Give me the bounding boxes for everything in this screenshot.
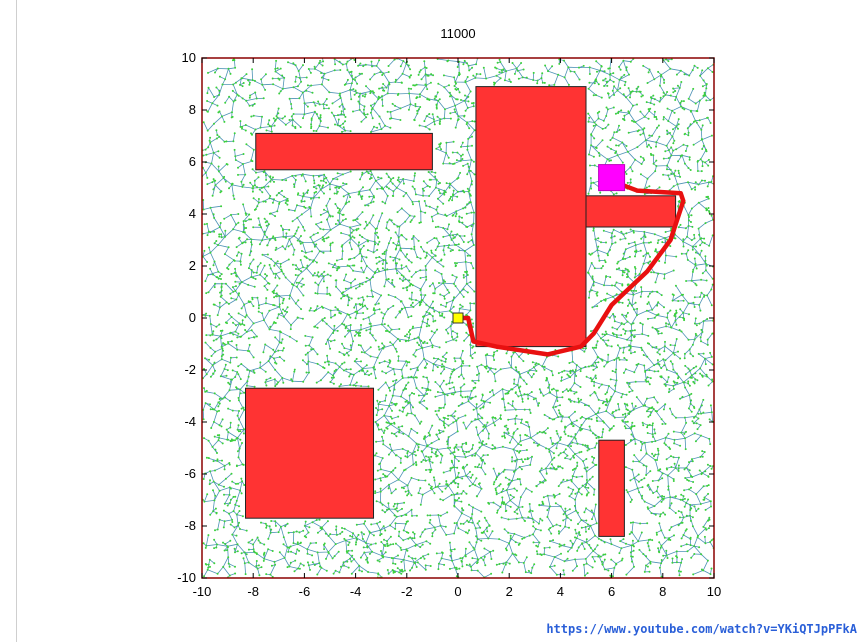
obstacle-4 xyxy=(245,387,375,519)
x-tick-label: -4 xyxy=(350,584,362,599)
solution-path xyxy=(455,180,686,357)
x-tick-label: -6 xyxy=(299,584,311,599)
axis-ticks: -10 -8 -6 -4 -2 0 2 4 6 8 10 -10 -8 -6 -4 -2 0 2 4 6 8 10 xyxy=(177,50,721,599)
y-tick-label: -2 xyxy=(184,362,196,377)
chart-title: 11000 xyxy=(440,26,475,41)
y-tick-label: 2 xyxy=(189,258,196,273)
obstacle-1 xyxy=(255,132,433,171)
y-tick-label: 4 xyxy=(189,206,196,221)
source-url[interactable]: https://www.youtube.com/watch?v=YKiQTJpP… xyxy=(546,622,857,636)
y-tick-label: 6 xyxy=(189,154,196,169)
obstacles xyxy=(245,86,677,537)
y-tick-label: -10 xyxy=(177,570,196,585)
y-tick-label: -4 xyxy=(184,414,196,429)
y-tick-label: 8 xyxy=(189,102,196,117)
x-tick-label: -8 xyxy=(247,584,259,599)
y-tick-label: -8 xyxy=(184,518,196,533)
obstacle-2 xyxy=(475,86,587,348)
x-tick-label: 4 xyxy=(557,584,564,599)
y-tick-label: 0 xyxy=(189,310,196,325)
markers xyxy=(452,164,626,324)
obstacle-3 xyxy=(585,195,677,228)
rrt-plot: 11000 -10 -8 -6 -4 -2 0 2 4 6 8 10 -10 -8 -6 -4 -2 0 2 4 6 8… xyxy=(177,26,721,599)
path-line xyxy=(455,180,686,357)
x-tick-label: 2 xyxy=(506,584,513,599)
x-tick-label: 10 xyxy=(707,584,721,599)
y-tick-label: 10 xyxy=(182,50,196,65)
y-tick-label: -6 xyxy=(184,466,196,481)
x-tick-label: 6 xyxy=(608,584,615,599)
start-marker xyxy=(452,312,464,324)
x-tick-label: 0 xyxy=(454,584,461,599)
x-tick-label: -10 xyxy=(193,584,212,599)
goal-marker xyxy=(598,164,626,192)
x-tick-label: 8 xyxy=(659,584,666,599)
figure-frame: 11000 -10 -8 -6 -4 -2 0 2 4 6 8 10 -10 -8 -6 -4 -2 0 2 4 6 8… xyxy=(16,0,865,642)
x-tick-label: -2 xyxy=(401,584,413,599)
obstacle-5 xyxy=(598,439,625,537)
